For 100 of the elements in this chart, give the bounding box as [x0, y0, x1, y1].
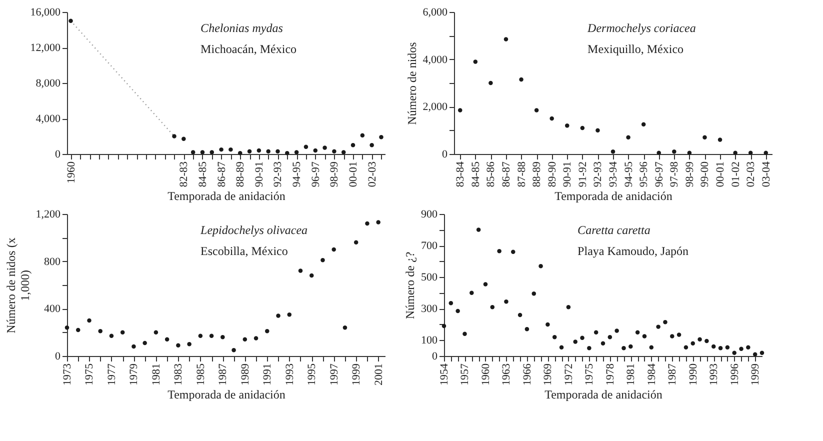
y-tick-label: 100	[421, 334, 438, 347]
point	[488, 80, 493, 86]
point	[538, 264, 543, 268]
y-tick-label: 500	[421, 272, 438, 284]
x-tick-label: 94-95	[291, 161, 304, 188]
point	[483, 282, 488, 286]
point	[600, 341, 606, 346]
point	[670, 334, 674, 338]
point	[746, 345, 750, 350]
x-tick-label: 1984	[646, 363, 658, 386]
point	[684, 345, 688, 350]
x-tick-label: 02-03	[366, 161, 378, 188]
annotation: Caretta caretta	[578, 223, 650, 237]
point	[209, 334, 214, 338]
point	[649, 345, 654, 350]
point	[219, 147, 224, 152]
x-axis-title: Temporada de anidación	[168, 388, 286, 402]
point	[232, 348, 236, 352]
point	[519, 77, 524, 82]
y-tick-label: 12,000	[30, 42, 61, 54]
point	[473, 60, 478, 64]
x-tick-label: 90-91	[253, 162, 266, 188]
point	[704, 338, 709, 344]
annotation: Mexiquillo, México	[588, 42, 684, 56]
point	[276, 314, 280, 318]
y-tick-label: 0	[442, 148, 448, 160]
annotation: Escobilla, México	[200, 244, 288, 258]
point	[587, 346, 592, 350]
x-tick-label: 1954	[438, 363, 450, 386]
point	[360, 133, 365, 138]
x-tick-label: 1969	[542, 363, 554, 386]
point	[265, 329, 270, 334]
point	[490, 304, 495, 310]
point	[608, 334, 612, 340]
point	[276, 149, 280, 154]
point	[641, 122, 646, 127]
point	[711, 344, 716, 349]
x-tick-label: 1999	[350, 363, 363, 386]
y-tick-label: 6,000	[422, 6, 448, 18]
x-tick-label: 88-89	[531, 161, 544, 188]
point	[448, 301, 454, 306]
point	[109, 334, 114, 338]
point	[504, 299, 508, 304]
point	[676, 332, 682, 337]
x-axis-title: Temporada de anidación	[168, 189, 286, 204]
point	[98, 329, 102, 334]
point	[190, 150, 196, 154]
point	[663, 320, 668, 324]
point	[725, 345, 730, 350]
y-tick-label: 0	[55, 350, 61, 362]
point	[470, 290, 474, 296]
point	[332, 247, 336, 252]
x-tick-label: 97-98	[668, 161, 681, 188]
point	[287, 312, 292, 317]
point	[702, 135, 707, 140]
point	[350, 143, 356, 148]
y-axis-title: Número de nidos (x 1,000)	[4, 238, 32, 334]
point	[614, 328, 619, 333]
x-tick-label: 86-87	[216, 161, 228, 188]
x-tick-label: 1979	[128, 363, 140, 386]
x-tick-label: 96-97	[310, 161, 322, 188]
annotation: Playa Kamoudo, Japón	[578, 244, 689, 258]
point	[476, 228, 481, 232]
x-tick-label: 1995	[306, 363, 318, 386]
point	[656, 324, 660, 329]
point	[198, 334, 203, 338]
point	[256, 148, 262, 153]
point	[379, 135, 384, 140]
x-tick-label: 00-01	[348, 162, 360, 188]
point	[142, 340, 147, 346]
x-tick-label: 1973	[62, 363, 74, 386]
point	[68, 18, 73, 23]
x-tick-label: 1972	[562, 364, 575, 386]
x-tick-label: 95-96	[638, 161, 650, 188]
x-tick-label: 89-90	[546, 161, 558, 188]
point	[365, 221, 370, 226]
point	[497, 248, 502, 254]
x-tick-label: 1993	[708, 363, 720, 386]
point	[580, 336, 584, 340]
point	[266, 149, 270, 154]
point	[690, 341, 695, 346]
point	[764, 150, 768, 155]
x-tick-label: 96-97	[653, 161, 666, 188]
x-tick-label: 1996	[728, 363, 741, 386]
annotation: Michoacán, México	[200, 42, 297, 56]
point	[228, 147, 233, 152]
point	[622, 346, 626, 350]
point	[370, 143, 374, 148]
point	[376, 220, 380, 224]
point	[733, 150, 738, 155]
point	[294, 150, 299, 154]
point	[718, 346, 723, 350]
point	[132, 344, 136, 349]
point	[242, 337, 248, 342]
x-tick-label: 1963	[500, 363, 513, 386]
x-tick-label: 90-91	[562, 162, 574, 188]
point	[456, 308, 460, 314]
point	[254, 336, 258, 340]
point	[565, 123, 570, 128]
y-tick-label: 700	[421, 240, 438, 252]
